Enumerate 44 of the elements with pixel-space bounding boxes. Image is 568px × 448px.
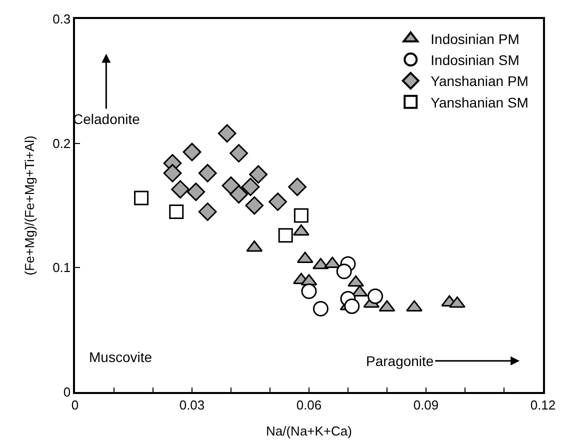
point — [241, 178, 260, 196]
point — [169, 204, 184, 219]
point — [368, 288, 384, 304]
annotation: Paragonite — [366, 353, 434, 369]
x-axis-title: Na/(Na+K+Ca) — [266, 423, 352, 438]
legend-label: Yanshanian PM — [430, 73, 528, 90]
x-tick-label: 0.09 — [413, 397, 439, 412]
y-tick-label: 0.3 — [52, 12, 71, 27]
legend-label: Indosinian PM — [430, 30, 520, 47]
x-tick-label: 0.06 — [296, 397, 322, 412]
point — [163, 164, 182, 182]
y-tick-label: 0.2 — [52, 136, 71, 151]
point — [294, 208, 308, 223]
point — [268, 192, 287, 211]
point — [218, 124, 236, 143]
point — [292, 224, 310, 236]
legend-label: Yanshanian SM — [430, 94, 528, 110]
y-tick-label: 0 — [63, 384, 71, 400]
point — [344, 298, 360, 314]
annotation: Muscovite — [89, 349, 152, 365]
point — [198, 164, 217, 182]
point — [198, 202, 217, 221]
point — [312, 300, 328, 316]
point — [230, 185, 248, 204]
point — [249, 165, 268, 184]
point — [448, 296, 466, 308]
y-tick-label: 0.1 — [52, 260, 71, 276]
point — [230, 144, 248, 162]
annotation: Celadonite — [73, 111, 140, 127]
point — [245, 196, 264, 215]
point — [134, 190, 149, 206]
x-tick-label: 0.12 — [530, 397, 556, 412]
point — [351, 285, 368, 297]
point — [182, 142, 202, 162]
y-axis-title: (Fe+Mg)/(Fe+Mg+Ti+Al) — [22, 136, 38, 276]
point — [348, 275, 364, 287]
x-tick-label: 0.03 — [179, 397, 205, 412]
point — [186, 182, 206, 202]
point — [312, 258, 329, 270]
legend-label: Indosinian SM — [430, 52, 520, 68]
point — [288, 178, 306, 196]
point — [336, 264, 352, 280]
point — [171, 180, 190, 199]
point — [278, 228, 293, 243]
